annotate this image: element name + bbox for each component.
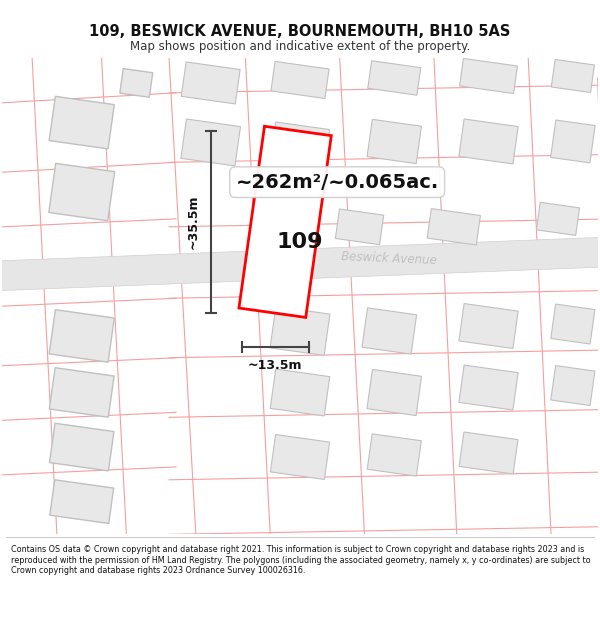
Polygon shape xyxy=(49,310,115,362)
Polygon shape xyxy=(551,59,595,92)
Polygon shape xyxy=(551,366,595,406)
Polygon shape xyxy=(239,126,331,318)
Polygon shape xyxy=(368,61,421,95)
Polygon shape xyxy=(536,202,580,236)
Polygon shape xyxy=(49,368,114,418)
Polygon shape xyxy=(367,369,422,416)
Polygon shape xyxy=(427,209,481,245)
Text: ~35.5m: ~35.5m xyxy=(187,194,199,249)
Polygon shape xyxy=(367,119,421,164)
Text: ~13.5m: ~13.5m xyxy=(248,359,302,372)
Polygon shape xyxy=(271,122,329,167)
Polygon shape xyxy=(459,119,518,164)
Polygon shape xyxy=(181,62,240,104)
Polygon shape xyxy=(50,480,113,524)
Polygon shape xyxy=(459,365,518,410)
Polygon shape xyxy=(551,304,595,344)
Polygon shape xyxy=(551,120,595,163)
Polygon shape xyxy=(460,58,517,94)
Text: 109: 109 xyxy=(277,232,323,252)
Polygon shape xyxy=(335,209,384,244)
Polygon shape xyxy=(270,369,330,416)
Polygon shape xyxy=(181,119,241,166)
Polygon shape xyxy=(459,304,518,349)
Polygon shape xyxy=(49,96,115,149)
Polygon shape xyxy=(0,237,600,291)
Text: Contains OS data © Crown copyright and database right 2021. This information is : Contains OS data © Crown copyright and d… xyxy=(11,545,590,575)
Text: ~262m²/~0.065ac.: ~262m²/~0.065ac. xyxy=(236,173,439,192)
Text: Beswick Avenue: Beswick Avenue xyxy=(341,250,437,267)
Polygon shape xyxy=(367,434,421,476)
Polygon shape xyxy=(270,306,330,356)
Polygon shape xyxy=(49,163,115,221)
Polygon shape xyxy=(271,434,329,479)
Text: Map shows position and indicative extent of the property.: Map shows position and indicative extent… xyxy=(130,40,470,53)
Polygon shape xyxy=(459,432,518,474)
Polygon shape xyxy=(120,69,153,98)
Text: 109, BESWICK AVENUE, BOURNEMOUTH, BH10 5AS: 109, BESWICK AVENUE, BOURNEMOUTH, BH10 5… xyxy=(89,24,511,39)
Polygon shape xyxy=(362,308,416,354)
Polygon shape xyxy=(271,61,329,99)
Polygon shape xyxy=(49,423,114,471)
